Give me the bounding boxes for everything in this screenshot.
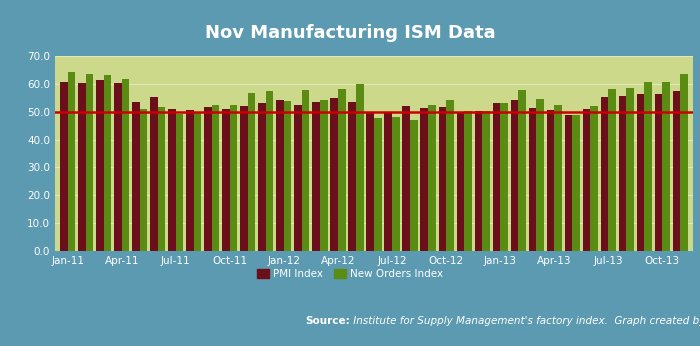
Bar [204, 107, 212, 251]
Bar [366, 112, 374, 251]
Bar [554, 105, 562, 251]
Text: Institute for Supply Management's factory index.  Graph created by the MIQ Logis: Institute for Supply Management's factor… [350, 316, 700, 326]
Bar [266, 91, 274, 251]
Bar [582, 109, 590, 251]
Bar [590, 107, 598, 251]
Bar [510, 100, 518, 251]
Bar [608, 89, 616, 251]
Bar [168, 109, 176, 251]
Bar [680, 74, 688, 251]
Bar [248, 93, 256, 251]
Bar [402, 107, 410, 251]
Bar [384, 112, 392, 251]
Bar [212, 105, 219, 251]
Bar [518, 90, 526, 251]
Bar [601, 97, 608, 251]
Bar [410, 120, 418, 251]
Bar [500, 102, 508, 251]
Bar [338, 89, 346, 251]
Bar [392, 117, 400, 251]
Bar [302, 90, 309, 251]
Bar [222, 109, 230, 251]
Bar [122, 79, 130, 251]
Bar [528, 108, 536, 251]
Bar [572, 115, 580, 251]
Bar [493, 103, 500, 251]
Bar [536, 99, 544, 251]
Bar [662, 82, 670, 251]
Bar [330, 98, 338, 251]
Bar [78, 83, 85, 251]
Bar [284, 101, 291, 251]
Bar [547, 110, 554, 251]
Bar [626, 88, 634, 251]
Bar [438, 107, 446, 251]
Bar [320, 100, 328, 251]
Bar [637, 94, 644, 251]
Bar [132, 102, 140, 251]
Bar [654, 94, 662, 251]
Bar [276, 100, 284, 251]
Bar [421, 108, 428, 251]
Bar [312, 102, 320, 251]
Bar [456, 113, 464, 251]
Bar [176, 114, 183, 251]
Bar [85, 74, 93, 251]
Bar [240, 106, 248, 251]
Bar [114, 83, 122, 251]
Bar [349, 102, 356, 251]
Bar [446, 100, 454, 251]
Bar [194, 113, 202, 251]
Bar [158, 107, 165, 251]
Bar [482, 111, 490, 251]
Legend: PMI Index, New Orders Index: PMI Index, New Orders Index [253, 265, 447, 283]
Bar [428, 105, 435, 251]
Bar [258, 103, 266, 251]
Bar [673, 91, 680, 251]
Bar [150, 97, 158, 251]
Bar [356, 84, 363, 251]
Bar [96, 80, 104, 251]
Bar [644, 82, 652, 251]
Bar [140, 109, 147, 251]
Bar [230, 105, 237, 251]
Bar [68, 72, 75, 251]
Bar [565, 115, 572, 251]
Bar [294, 105, 302, 251]
Bar [619, 96, 626, 251]
Bar [104, 75, 111, 251]
Bar [475, 111, 482, 251]
Text: Nov Manufacturing ISM Data: Nov Manufacturing ISM Data [204, 24, 496, 42]
Bar [374, 118, 382, 251]
Text: Source:: Source: [305, 316, 350, 326]
Bar [464, 111, 472, 251]
Bar [186, 110, 194, 251]
Bar [60, 82, 68, 251]
